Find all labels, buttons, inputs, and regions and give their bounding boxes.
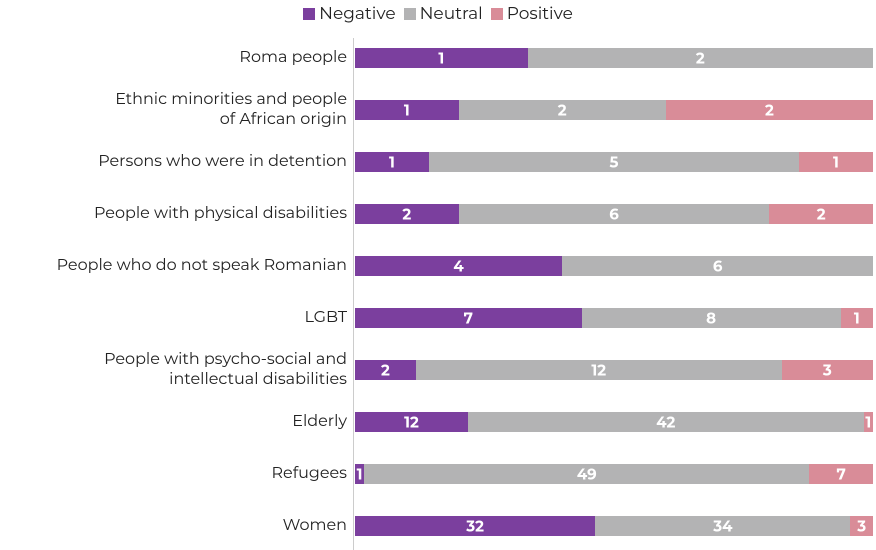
data-label: 5 bbox=[609, 152, 619, 172]
data-label: 3 bbox=[822, 360, 832, 380]
bar-segment bbox=[781, 360, 873, 380]
data-label: 2 bbox=[764, 100, 774, 120]
bar-segment bbox=[595, 516, 851, 536]
bar-segment bbox=[355, 360, 416, 380]
data-label: 2 bbox=[695, 48, 705, 68]
bar-segment bbox=[355, 516, 596, 536]
bar-segment bbox=[840, 308, 873, 328]
bar-segment bbox=[355, 464, 365, 484]
legend-item: Negative bbox=[303, 4, 396, 24]
legend-label: Positive bbox=[506, 4, 573, 24]
legend-label: Negative bbox=[319, 4, 396, 24]
legend-label: Neutral bbox=[419, 4, 483, 24]
legend-swatch bbox=[403, 8, 416, 20]
bar-segment bbox=[665, 100, 873, 120]
bar-segment bbox=[364, 464, 810, 484]
bar-segment bbox=[355, 100, 459, 120]
bar-segment bbox=[799, 152, 873, 172]
bar-segment bbox=[769, 204, 873, 224]
bar-segment bbox=[458, 100, 666, 120]
legend-item: Neutral bbox=[403, 4, 483, 24]
category-label: Women bbox=[282, 516, 347, 535]
bar-segment bbox=[458, 204, 770, 224]
data-label: 1 bbox=[356, 464, 363, 484]
data-label: 34 bbox=[713, 516, 733, 536]
data-label: 7 bbox=[463, 308, 473, 328]
data-label: 2 bbox=[402, 204, 412, 224]
data-label: 1 bbox=[403, 100, 410, 120]
data-label: 1 bbox=[853, 308, 860, 328]
category-label: Persons who were in detention bbox=[98, 152, 347, 171]
bar-segment bbox=[809, 464, 873, 484]
data-label: 2 bbox=[557, 100, 567, 120]
category-label: People with psycho-social and intellectu… bbox=[104, 350, 347, 389]
bar-segment bbox=[355, 204, 459, 224]
legend-item: Positive bbox=[490, 4, 573, 24]
category-label: Ethnic minorities and people of African … bbox=[115, 90, 347, 129]
bar-segment bbox=[527, 48, 873, 68]
data-label: 6 bbox=[712, 256, 723, 276]
data-label: 2 bbox=[381, 360, 390, 380]
data-label: 49 bbox=[576, 464, 597, 484]
category-label: Refugees bbox=[271, 464, 347, 483]
data-label: 42 bbox=[656, 412, 676, 432]
legend-swatch bbox=[490, 8, 503, 20]
data-label: 3 bbox=[857, 516, 867, 536]
bar-segment bbox=[355, 48, 528, 68]
bar-segment bbox=[850, 516, 873, 536]
data-label: 2 bbox=[816, 204, 826, 224]
category-label: Roma people bbox=[239, 48, 347, 67]
data-label: 7 bbox=[836, 464, 846, 484]
data-label: 6 bbox=[609, 204, 619, 224]
bar-segment bbox=[429, 152, 799, 172]
legend: Negative Neutral Positive bbox=[0, 4, 876, 24]
category-label: LGBT bbox=[304, 308, 347, 327]
data-label: 32 bbox=[466, 516, 484, 536]
bar-segment bbox=[355, 412, 469, 432]
bar-segment bbox=[415, 360, 782, 380]
axis-line bbox=[353, 38, 354, 550]
bar-segment bbox=[355, 308, 582, 328]
data-label: 4 bbox=[453, 256, 464, 276]
data-label: 1 bbox=[389, 152, 395, 172]
data-label: 1 bbox=[438, 48, 445, 68]
bar-segment bbox=[562, 256, 873, 276]
data-label: 12 bbox=[591, 360, 607, 380]
data-label: 12 bbox=[404, 412, 419, 432]
bar-segment bbox=[863, 412, 873, 432]
data-label: 8 bbox=[706, 308, 717, 328]
bar-segment bbox=[355, 152, 429, 172]
category-label: People who do not speak Romanian bbox=[56, 256, 347, 275]
bar-segment bbox=[355, 256, 563, 276]
bar-segment bbox=[581, 308, 841, 328]
data-label: 1 bbox=[833, 152, 839, 172]
category-label: Elderly bbox=[292, 412, 347, 431]
legend-swatch bbox=[303, 8, 316, 20]
data-label: 1 bbox=[865, 412, 872, 432]
bar-segment bbox=[468, 412, 864, 432]
category-label: People with physical disabilities bbox=[94, 204, 347, 223]
